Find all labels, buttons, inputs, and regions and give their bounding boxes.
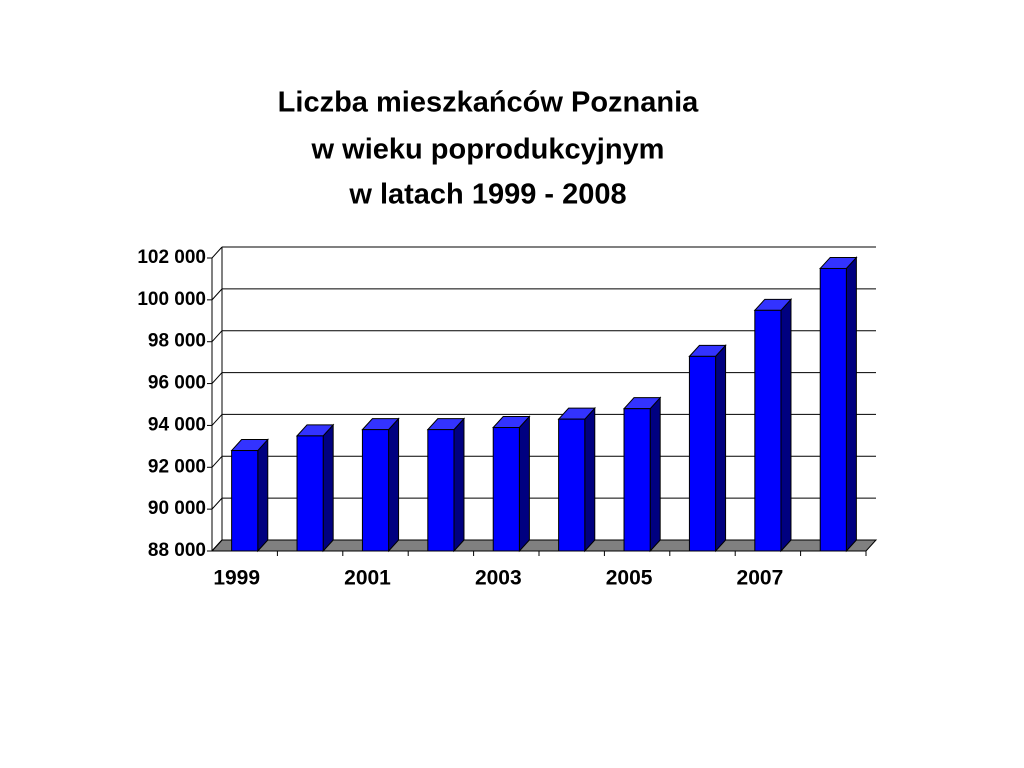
chart-title: w wieku poprodukcyjnym [311,134,665,166]
wall-edge [211,247,223,552]
bar [361,429,390,552]
y-tick-label: 94 000 [148,414,206,435]
bar-side [584,406,596,553]
x-tick-label: 2003 [475,567,522,590]
bar-side [518,415,530,553]
x-tick-label: 2005 [606,567,653,590]
bar-side [649,396,661,553]
bar [623,408,651,552]
bar-side [388,417,400,553]
chart-title: Liczba mieszkańców Poznania [278,87,699,119]
y-tick-label: 88 000 [148,540,206,561]
y-tick-label: 98 000 [148,331,206,352]
grid-line [211,497,223,510]
bar [427,429,455,552]
grid-line [211,372,223,384]
bar [296,435,324,552]
y-tick-label: 92 000 [148,456,206,477]
bar-side [453,417,465,553]
y-tick-label: 100 000 [137,289,206,310]
bar [754,309,782,552]
y-tick-label: 102 000 [137,247,206,268]
grid-line [211,288,223,301]
bar-side [780,298,792,553]
bar-side [257,438,269,553]
grid-line [211,330,223,343]
grid-line [211,455,223,468]
y-tick-label: 96 000 [148,373,206,394]
bar [558,418,586,552]
bar [231,450,259,552]
bar-side [845,256,857,553]
y-tick-label: 90 000 [148,498,206,519]
chart-title: w latach 1999 - 2008 [348,179,626,211]
bar [688,355,717,552]
x-tick-label: 2001 [344,567,391,590]
grid-line [211,414,223,426]
bar [492,427,520,552]
x-tick-label: 2007 [737,567,784,590]
grid-line [211,246,223,259]
bar [819,267,847,552]
bar-side [715,344,727,553]
bar-side [322,423,334,553]
grid-line [211,539,223,552]
x-tick-label: 1999 [213,567,260,590]
